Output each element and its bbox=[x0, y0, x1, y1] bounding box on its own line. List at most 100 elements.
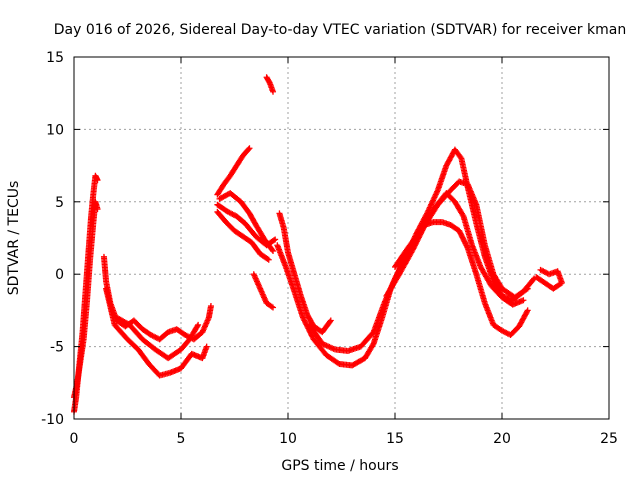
data-point-interp bbox=[456, 229, 463, 236]
series-sat-track-10 bbox=[263, 74, 277, 95]
data-point-interp bbox=[489, 269, 496, 276]
data-point-interp bbox=[460, 237, 467, 244]
data-point-interp bbox=[221, 216, 228, 223]
data-point-interp bbox=[461, 238, 468, 245]
data-point-interp bbox=[270, 237, 277, 244]
data-point-interp bbox=[369, 343, 376, 350]
data-point-interp bbox=[462, 241, 469, 248]
data-point-interp bbox=[457, 154, 464, 161]
data-point-interp bbox=[244, 208, 251, 215]
series-sat-track-16 bbox=[392, 190, 527, 308]
series-sat-track-5 bbox=[113, 314, 202, 362]
series-sat-track-17 bbox=[533, 266, 565, 292]
data-point-interp bbox=[94, 175, 101, 182]
data-point-interp bbox=[529, 277, 536, 284]
data-point-interp bbox=[380, 301, 387, 308]
data-point-interp bbox=[269, 238, 276, 245]
data-point-interp bbox=[472, 200, 479, 207]
data-point-interp bbox=[539, 278, 546, 285]
data-point-interp bbox=[519, 297, 526, 304]
data-point-interp bbox=[507, 299, 514, 306]
data-point-interp bbox=[453, 226, 460, 233]
data-point-interp bbox=[137, 324, 144, 331]
data-point-interp bbox=[269, 87, 276, 94]
data-point-interp bbox=[459, 234, 466, 241]
data-point-interp bbox=[290, 287, 297, 294]
data-point-interp bbox=[259, 233, 266, 240]
x-tick-label: 10 bbox=[279, 431, 297, 447]
x-tick-label: 25 bbox=[600, 431, 618, 447]
data-point-interp bbox=[434, 188, 441, 195]
y-tick-label: 15 bbox=[46, 50, 64, 66]
data-point-interp bbox=[462, 239, 469, 246]
data-point-interp bbox=[523, 308, 530, 315]
data-point-interp bbox=[463, 242, 470, 249]
data-point-interp bbox=[250, 231, 257, 238]
data-point-interp bbox=[235, 196, 242, 203]
data-point-interp bbox=[203, 345, 210, 352]
data-point-interp bbox=[193, 324, 200, 331]
data-point-interp bbox=[290, 269, 297, 276]
data-point-interp bbox=[269, 246, 276, 253]
data-point-interp bbox=[268, 245, 275, 252]
data-point-interp bbox=[359, 356, 366, 363]
data-point-interp bbox=[497, 283, 504, 290]
data-point-interp bbox=[456, 152, 463, 159]
data-point-interp bbox=[162, 353, 169, 360]
data-point-interp bbox=[472, 269, 479, 276]
x-axis-label: GPS time / hours bbox=[281, 458, 398, 474]
data-point-interp bbox=[464, 243, 471, 250]
data-point-interp bbox=[297, 291, 304, 298]
data-point-interp bbox=[137, 334, 144, 341]
x-tick-label: 15 bbox=[386, 431, 404, 447]
data-marks bbox=[71, 74, 565, 415]
data-point-interp bbox=[496, 292, 503, 299]
data-point-interp bbox=[184, 338, 191, 345]
data-point-interp bbox=[284, 247, 291, 254]
data-point-interp bbox=[267, 302, 274, 309]
series-sat-track-12 bbox=[276, 210, 334, 336]
data-point-interp bbox=[232, 165, 239, 172]
data-point-interp bbox=[245, 146, 252, 153]
data-point-interp bbox=[194, 323, 201, 330]
plot-frame bbox=[73, 56, 610, 420]
data-point-interp bbox=[442, 164, 449, 171]
series-sat-track-2 bbox=[71, 198, 101, 401]
data-point-interp bbox=[225, 175, 232, 182]
y-tick-label: 5 bbox=[55, 195, 64, 211]
data-point-interp bbox=[415, 230, 422, 237]
series-sat-track-9 bbox=[216, 190, 277, 255]
data-point-interp bbox=[333, 359, 340, 366]
data-point-interp bbox=[481, 298, 488, 305]
data-point-interp bbox=[335, 360, 342, 367]
data-point-interp bbox=[299, 313, 306, 320]
data-point-interp bbox=[458, 210, 465, 217]
data-point-interp bbox=[229, 225, 236, 232]
data-point-interp bbox=[460, 235, 467, 242]
data-point-interp bbox=[459, 211, 466, 218]
data-point-interp bbox=[154, 370, 161, 377]
data-point-interp bbox=[403, 247, 410, 254]
data-point-interp bbox=[163, 330, 170, 337]
y-tick-label: -5 bbox=[50, 340, 64, 356]
x-tick-label: 20 bbox=[493, 431, 511, 447]
y-tick-label: 0 bbox=[55, 267, 64, 283]
data-point-interp bbox=[486, 280, 493, 287]
data-point-interp bbox=[219, 183, 226, 190]
chart-title: Day 016 of 2026, Sidereal Day-to-day VTE… bbox=[54, 22, 626, 38]
data-point-interp bbox=[458, 233, 465, 240]
data-point-interp bbox=[175, 348, 182, 355]
series-sat-track-7 bbox=[214, 201, 279, 249]
data-point-interp bbox=[468, 240, 475, 247]
data-point-interp bbox=[330, 345, 337, 352]
data-point-interp bbox=[124, 320, 131, 327]
data-point-interp bbox=[513, 325, 520, 332]
data-point-interp bbox=[481, 240, 488, 247]
data-point-interp bbox=[317, 338, 324, 345]
data-point-interp bbox=[509, 292, 516, 299]
data-point-interp bbox=[251, 219, 258, 226]
data-point-interp bbox=[457, 230, 464, 237]
data-point-interp bbox=[538, 267, 545, 274]
data-point-interp bbox=[454, 180, 461, 187]
